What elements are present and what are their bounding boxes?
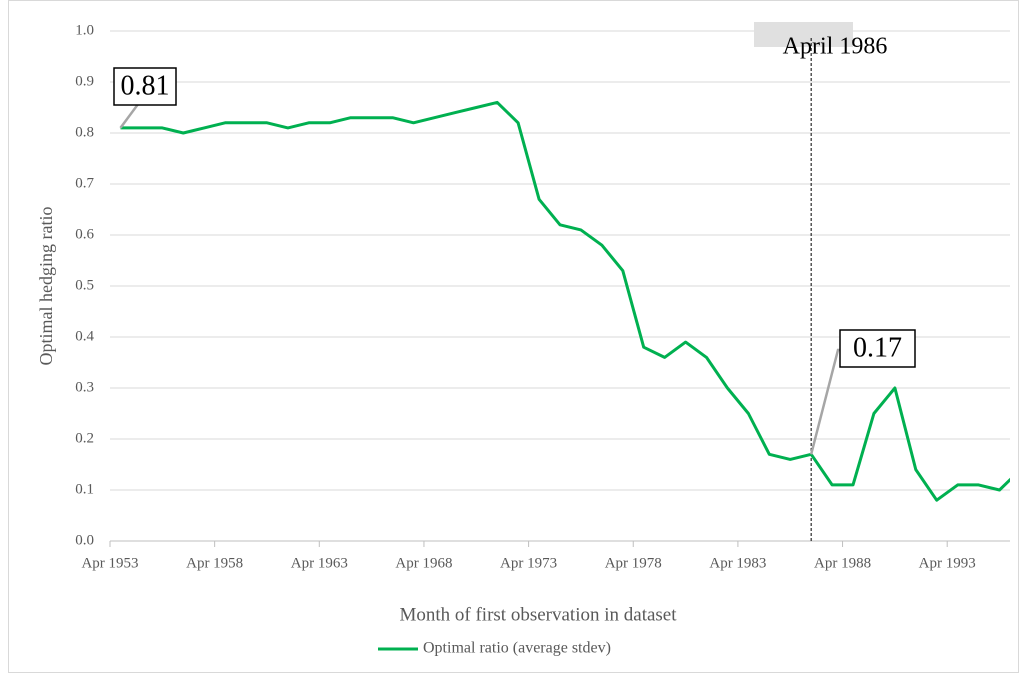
x-tick-label: Apr 1983: [709, 555, 766, 571]
x-tick-label: Apr 1993: [919, 555, 976, 571]
x-tick-label: Apr 1973: [500, 555, 557, 571]
annotation-bg: [754, 22, 853, 47]
x-tick-label: Apr 1978: [605, 555, 662, 571]
data-label: 0.81: [121, 70, 170, 101]
x-axis-title: Month of first observation in dataset: [399, 604, 677, 625]
y-tick-label: 0.2: [75, 430, 94, 446]
x-tick-label: Apr 1968: [395, 555, 452, 571]
y-tick-label: 1.0: [75, 22, 94, 38]
y-tick-label: 0.4: [75, 328, 94, 344]
legend-label: Optimal ratio (average stdev): [423, 640, 611, 657]
line: [120, 100, 1010, 502]
y-tick-label: 0.0: [75, 532, 94, 548]
y-tick-label: 0.7: [75, 175, 94, 191]
x-tick-label: Apr 1988: [814, 555, 871, 571]
y-tick-label: 0.6: [75, 226, 94, 242]
y-axis-title: Optimal hedging ratio: [36, 207, 56, 366]
annotation: April 1986: [783, 34, 888, 60]
callout-box: [113, 67, 177, 106]
y-tick-label: 0.1: [75, 481, 94, 497]
y-tick-label: 0.5: [75, 277, 94, 293]
data-label: 0.17: [853, 332, 902, 363]
x-tick-label: Apr 1963: [291, 555, 348, 571]
y-tick-label: 0.8: [75, 124, 94, 140]
callout-box: [839, 329, 916, 368]
series: [120, 100, 1010, 502]
x-tick-label: Apr 1958: [186, 555, 243, 571]
y-tick-label: 0.3: [75, 379, 94, 395]
y-tick-label: 0.9: [75, 73, 94, 89]
x-tick-label: Apr 1953: [81, 555, 138, 571]
